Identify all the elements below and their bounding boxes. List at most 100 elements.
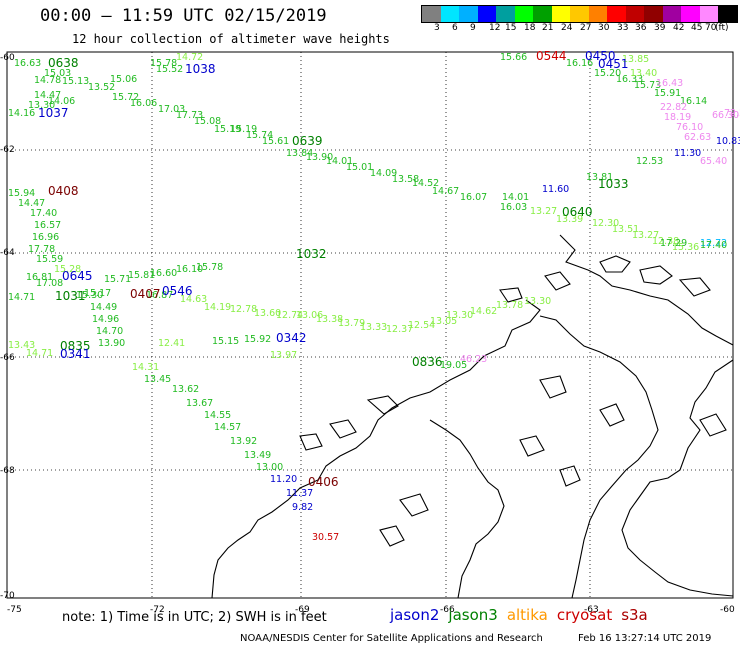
wave-height-value: 15.78 [150, 58, 177, 69]
wave-height-value: 30.57 [312, 532, 339, 543]
wave-height-value: 17.73 [176, 110, 203, 121]
wave-height-value: 13.00 [256, 462, 283, 473]
longitude-label: -72 [150, 605, 165, 615]
pass-time-label: 0407 [130, 287, 161, 301]
legend-label: 12 [489, 23, 501, 33]
wave-height-value: 16.87 [146, 290, 173, 301]
wave-height-value: 15.71 [104, 274, 131, 285]
pass-time-label: 0546 [162, 284, 193, 298]
pass-time-label: 0640 [562, 205, 593, 219]
coastline-path [621, 359, 734, 597]
wave-height-value: 16.57 [34, 220, 61, 231]
legend-label: 21 [542, 23, 554, 33]
legend-label: 24 [561, 23, 573, 33]
legend-unit: (ft) [715, 23, 729, 33]
pass-time-label: 0408 [48, 184, 79, 198]
coastline-path [539, 315, 659, 599]
wave-height-value: 15.78 [196, 262, 223, 273]
wave-height-value: 11.60 [542, 184, 569, 195]
pass-time-label: 1038 [185, 62, 216, 76]
wave-height-value: 11.20 [270, 474, 297, 485]
wave-height-value: 13.06 [296, 310, 323, 321]
wave-height-value: 14.06 [48, 96, 75, 107]
wave-height-value: 14.01 [326, 156, 353, 167]
wave-height-value: 13.67 [186, 398, 213, 409]
latitude-label: -68 [0, 466, 15, 476]
wave-height-value: 10.83 [716, 136, 740, 147]
header: 00:00 – 11:59 UTC 02/15/2019 12 hour col… [0, 0, 740, 52]
wave-height-value: 15.20 [594, 68, 621, 79]
legend-swatch [477, 6, 496, 22]
wave-height-value: 13.45 [144, 374, 171, 385]
mission-s3a: s3a [621, 606, 648, 624]
island-path [499, 287, 523, 303]
legend-label: 45 [691, 23, 703, 33]
latitude-label: -62 [0, 145, 15, 155]
mission-jason2: jason2 [390, 606, 440, 624]
wave-height-value: 13.40 [630, 68, 657, 79]
wave-height-value: 13.85 [622, 54, 649, 65]
wave-height-value: 13.30 [524, 296, 551, 307]
longitude-label: -75 [7, 605, 22, 615]
wave-height-value: 13.52 [88, 82, 115, 93]
wave-height-value: 13.78 [496, 300, 523, 311]
wave-height-value: 14.96 [92, 314, 119, 325]
mission-jason3: jason3 [448, 606, 498, 624]
wave-height-value: 16.43 [656, 78, 683, 89]
wave-height-value: 13.60 [254, 308, 281, 319]
island-path [366, 395, 399, 415]
wave-height-value: 13.97 [270, 350, 297, 361]
wave-height-value: 16.07 [460, 192, 487, 203]
pass-time-label: 0638 [48, 56, 79, 70]
wave-height-value: 15.61 [262, 136, 289, 147]
pass-time-label: 0639 [292, 134, 323, 148]
coastline [211, 234, 734, 599]
legend-label: 33 [617, 23, 629, 33]
wave-height-value: 16.16 [566, 58, 593, 69]
legend-swatch [588, 6, 607, 22]
latitude-label: -66 [0, 353, 15, 363]
wave-height-value: 15.72 [112, 92, 139, 103]
wave-height-value: 14.72 [176, 52, 203, 63]
legend-swatch [699, 6, 718, 22]
map-subtitle: 12 hour collection of altimeter wave hei… [72, 32, 390, 46]
legend-swatch [662, 6, 681, 22]
pass-time-label: 1037 [38, 106, 69, 120]
map-frame [6, 51, 734, 599]
wave-height-value: 14.71 [26, 348, 53, 359]
legend-swatch [496, 6, 515, 22]
wave-height-value: 15.08 [194, 116, 221, 127]
wave-height-value: 14.49 [90, 302, 117, 313]
wave-height-value: 11.30 [674, 148, 701, 159]
wave-height-value: 16.14 [680, 96, 707, 107]
wave-height-value: 17.78 [28, 244, 55, 255]
credit-line: NOAA/NESDIS Center for Satellite Applica… [240, 633, 543, 644]
longitude-label: -69 [295, 605, 310, 615]
legend-label: 15 [505, 23, 517, 33]
legend-swatch [422, 6, 441, 22]
wave-height-value: 12.53 [636, 156, 663, 167]
wave-height-value: 15.13 [62, 76, 89, 87]
wave-height-value: 14.19 [204, 302, 231, 313]
island-path [639, 265, 673, 285]
legend-swatch [570, 6, 589, 22]
wave-height-value: 14.63 [180, 294, 207, 305]
coastline-path [429, 419, 505, 599]
wave-height-value: 13.30 [446, 310, 473, 321]
wave-height-value: 16.03 [500, 202, 527, 213]
wave-height-value: 76.10 [676, 122, 703, 133]
wave-height-value: 17.03 [158, 104, 185, 115]
wave-height-value: 12.72 [700, 238, 727, 249]
wave-height-value: 16.06 [130, 98, 157, 109]
legend-label: 30 [598, 23, 610, 33]
wave-height-value: 13.39 [556, 214, 583, 225]
wave-height-value: 13.51 [612, 224, 639, 235]
wave-height-value: 13.05 [430, 316, 457, 327]
wave-height-value: 13.84 [286, 148, 313, 159]
wave-height-value: 46.23 [460, 354, 487, 365]
legend-label: 6 [452, 23, 458, 33]
coastline-path [559, 234, 734, 346]
pass-time-label: 0836 [412, 355, 443, 369]
coastline-path [211, 299, 541, 599]
